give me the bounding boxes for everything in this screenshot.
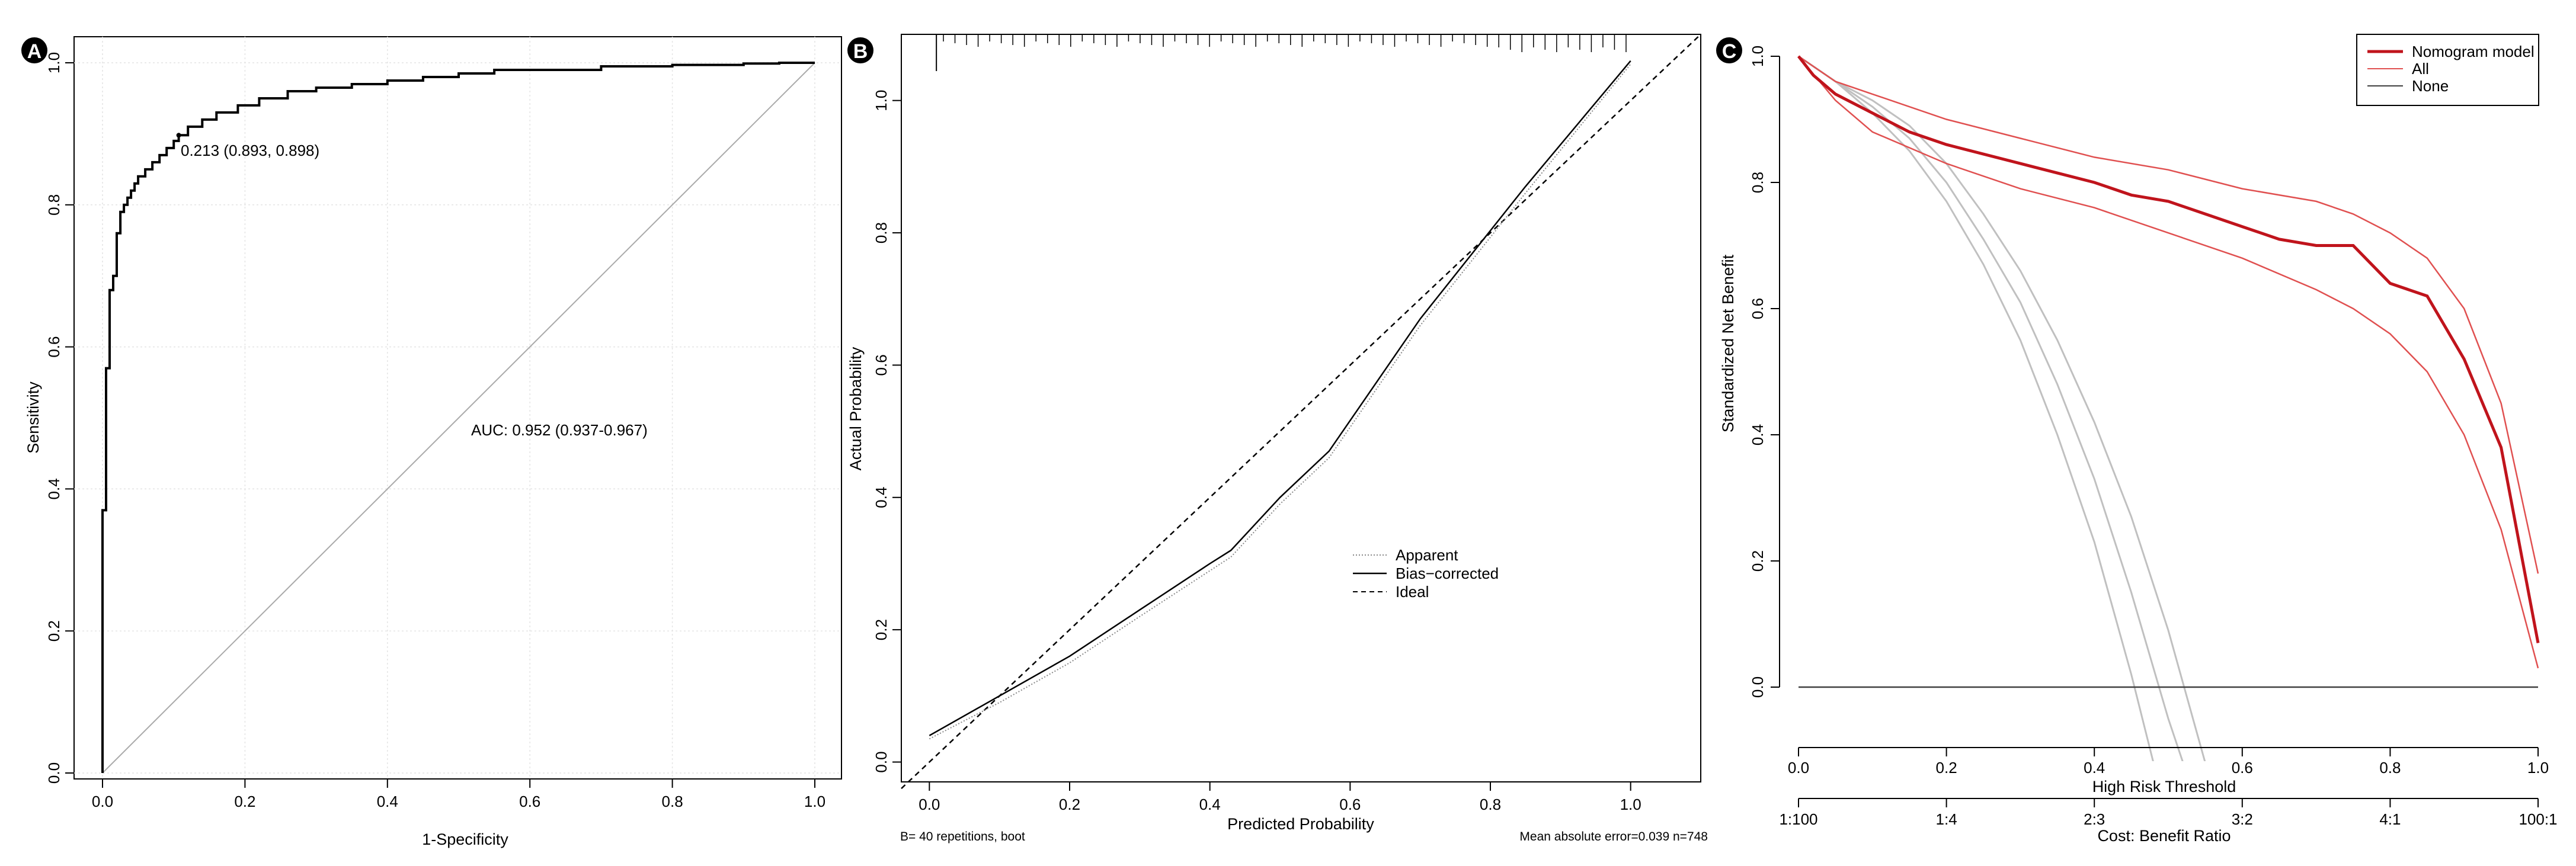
- panel-c-legend: Nomogram model All None: [2356, 34, 2539, 106]
- c-x2-tick-label: 1:100: [1779, 810, 1817, 828]
- panel-b-x-label: Predicted Probability: [1227, 815, 1374, 833]
- panel-b-legend: Apparent Bias−corrected Ideal: [1353, 546, 1499, 601]
- c-y-tick-label: 0.4: [1749, 424, 1767, 445]
- c-x2-tick-label: 1:4: [1936, 810, 1957, 828]
- c-x2-tick-label: 3:2: [2232, 810, 2253, 828]
- legend-bias-corrected-label: Bias−corrected: [1396, 564, 1499, 582]
- a-x-tick-label: 0.0: [92, 793, 113, 810]
- panel-b-label: B: [853, 40, 868, 63]
- c-x-tick-label: 0.0: [1788, 759, 1809, 777]
- panel-c-series: [1797, 55, 2540, 761]
- legend-all-label: All: [2412, 60, 2429, 78]
- b-y-tick-label: 0.2: [872, 619, 890, 640]
- panel-a-y-label: Sensitivity: [24, 381, 42, 454]
- c-y-tick-label: 0.2: [1749, 550, 1767, 572]
- panel-c-y-label: Standardized Net Benefit: [1719, 254, 1737, 432]
- c-y-tick-label: 0.8: [1749, 172, 1767, 193]
- c-all-curve: [1798, 55, 2154, 761]
- panel-a-cutoff-annotation: 0.213 (0.893, 0.898): [181, 142, 319, 159]
- panel-b-badge: [847, 37, 873, 63]
- panel-a-label: A: [27, 40, 42, 63]
- c-x-tick-label: 1.0: [2527, 759, 2549, 777]
- c-x2-tick-label: 2:3: [2084, 810, 2105, 828]
- a-y-tick-label: 0.6: [45, 336, 63, 358]
- c-x2-tick-label: 100:1: [2519, 810, 2557, 828]
- panel-b-y-label: Actual Probability: [847, 347, 865, 470]
- panel-c-label: C: [1722, 40, 1737, 63]
- panel-a-roc: A 0.0 0.2 0.4 0.6 0.8 1.0 0.00.20.40.60.81.0 …: [21, 36, 842, 848]
- b-y-tick-label: 0.6: [872, 354, 890, 376]
- c-x-tick-label: 0.6: [2232, 759, 2253, 777]
- c-x-tick-label: 0.2: [1936, 759, 1957, 777]
- c-y-tick-label: 0.6: [1749, 298, 1767, 319]
- panel-a-x-label: 1-Specificity: [422, 830, 508, 848]
- panel-a-y-ticks: 0.0 0.2 0.4 0.6 0.8 1.0: [45, 52, 74, 784]
- b-x-tick-label: 0.6: [1339, 796, 1361, 813]
- legend-apparent-label: Apparent: [1396, 546, 1458, 564]
- a-y-tick-label: 0.0: [45, 762, 63, 784]
- panel-b-frame: [901, 34, 1701, 782]
- panel-a-x-ticks: 0.0 0.2 0.4 0.6 0.8 1.0: [92, 779, 825, 810]
- panel-a-badge: [21, 37, 47, 63]
- panel-c-badge: [1716, 37, 1742, 63]
- b-x-tick-label: 0.8: [1480, 796, 1501, 813]
- panel-c-x-ticks: 0.0 0.2 0.4 0.6 0.8 1.0: [1788, 747, 2549, 777]
- c-nomogram-curve: [1797, 55, 2540, 643]
- c-nomogram-ci: [1798, 55, 2539, 574]
- panel-b-y-ticks: 0.0 0.2 0.4 0.6 0.8 1.0: [872, 90, 901, 773]
- c-x-tick-label: 0.8: [2379, 759, 2401, 777]
- legend-nomogram-label: Nomogram model: [2412, 43, 2535, 60]
- panel-c-x-label: High Risk Threshold: [2092, 778, 2236, 796]
- b-y-tick-label: 0.8: [872, 222, 890, 243]
- panel-b-calibration: B 0.0 0.2 0.4 0.6 0.8 1.0 0.00.20.40.60.81.0 …: [847, 34, 1708, 843]
- b-ideal-line: [901, 34, 1701, 790]
- b-x-tick-label: 0.0: [919, 796, 940, 813]
- a-x-tick-label: 0.8: [662, 793, 683, 810]
- legend-none-label: None: [2412, 77, 2449, 95]
- panel-a-series: [101, 62, 815, 774]
- b-y-tick-label: 1.0: [872, 90, 890, 111]
- panel-b-footnote-right: Mean absolute error=0.039 n=748: [1519, 830, 1708, 843]
- a-roc-curve: [101, 62, 815, 773]
- c-all-curve: [1798, 55, 2206, 761]
- a-x-tick-label: 0.4: [377, 793, 398, 810]
- panel-c-x2-label: Cost: Benefit Ratio: [2097, 827, 2231, 845]
- c-x2-tick-label: 4:1: [2379, 810, 2401, 828]
- panel-c-cost-benefit-ticks: 1:100 1:4 2:3 3:2 4:1 100:1: [1779, 798, 2558, 828]
- panel-b-series: [901, 34, 1701, 790]
- b-apparent-line: [929, 63, 1631, 740]
- panel-c-legend-box: [2356, 34, 2539, 106]
- a-x-tick-label: 0.6: [519, 793, 540, 810]
- c-curves: [1797, 55, 2540, 761]
- panel-b-footnote-left: B= 40 repetitions, boot: [900, 830, 1025, 843]
- a-x-tick-label: 1.0: [804, 793, 825, 810]
- legend-ideal-label: Ideal: [1396, 583, 1429, 601]
- panel-b-x-ticks: 0.0 0.2 0.4 0.6 0.8 1.0: [919, 782, 1641, 813]
- panel-c-decision-curve: C 0.0 0.2 0.4 0.6 0.8 1.0 1:100 1:4 2:3 3:2 4:1 10…: [1716, 34, 2558, 845]
- b-y-tick-label: 0.4: [872, 487, 890, 508]
- b-bias-corrected-line: [929, 60, 1631, 736]
- c-y-tick-label: 0.0: [1749, 676, 1767, 698]
- c-x-tick-label: 0.4: [2084, 759, 2105, 777]
- panel-c-y-ticks: 0.0 0.2 0.4 0.6 0.8 1.0: [1749, 46, 1780, 698]
- a-cutoff-point: [176, 133, 181, 138]
- b-x-tick-label: 1.0: [1620, 796, 1641, 813]
- b-y-tick-label: 0.0: [872, 751, 890, 772]
- a-reference-line: [102, 62, 815, 774]
- a-y-tick-label: 0.4: [45, 478, 63, 499]
- panel-a-auc-annotation: AUC: 0.952 (0.937-0.967): [471, 421, 648, 439]
- a-x-tick-label: 0.2: [234, 793, 255, 810]
- b-x-tick-label: 0.2: [1059, 796, 1080, 813]
- a-y-tick-label: 0.8: [45, 194, 63, 216]
- a-y-tick-label: 1.0: [45, 52, 63, 73]
- panel-b-rug: [936, 34, 1627, 71]
- a-y-tick-label: 0.2: [45, 620, 63, 642]
- panel-a-frame: [73, 36, 842, 780]
- b-x-tick-label: 0.4: [1199, 796, 1221, 813]
- c-all-curve: [1798, 55, 2184, 761]
- c-nomogram-ci: [1798, 56, 2539, 669]
- c-y-tick-label: 1.0: [1749, 46, 1767, 67]
